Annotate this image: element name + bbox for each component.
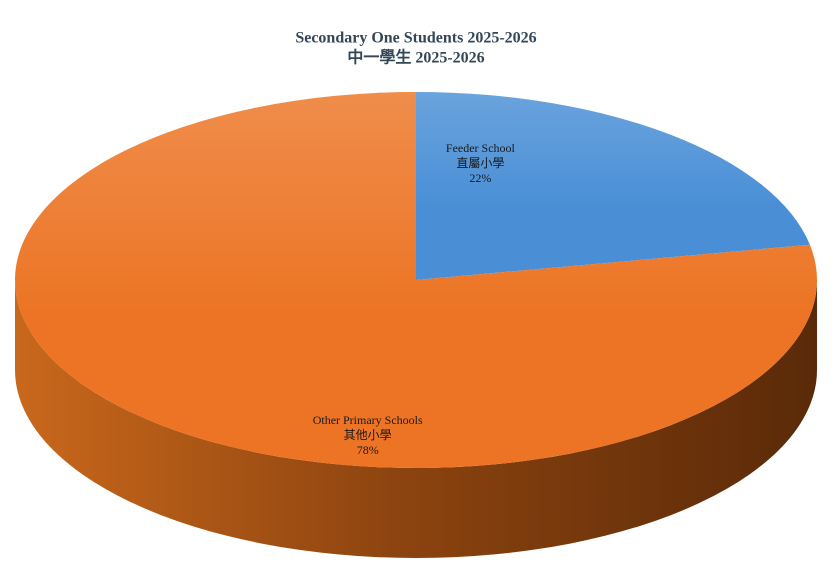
pie-side bbox=[15, 280, 817, 558]
data-label-category: Feeder School bbox=[446, 141, 516, 155]
data-label: 78% bbox=[357, 443, 379, 457]
data-label-category: 直屬小學 bbox=[456, 156, 504, 170]
chart-title: 中一學生 2025-2026 bbox=[347, 48, 484, 67]
data-label-category: Other Primary Schools bbox=[313, 413, 423, 427]
data-label: 22% bbox=[469, 171, 491, 185]
data-label-category: 其他小學 bbox=[344, 428, 392, 442]
chart-title: Secondary One Students 2025-2026 bbox=[295, 30, 536, 47]
